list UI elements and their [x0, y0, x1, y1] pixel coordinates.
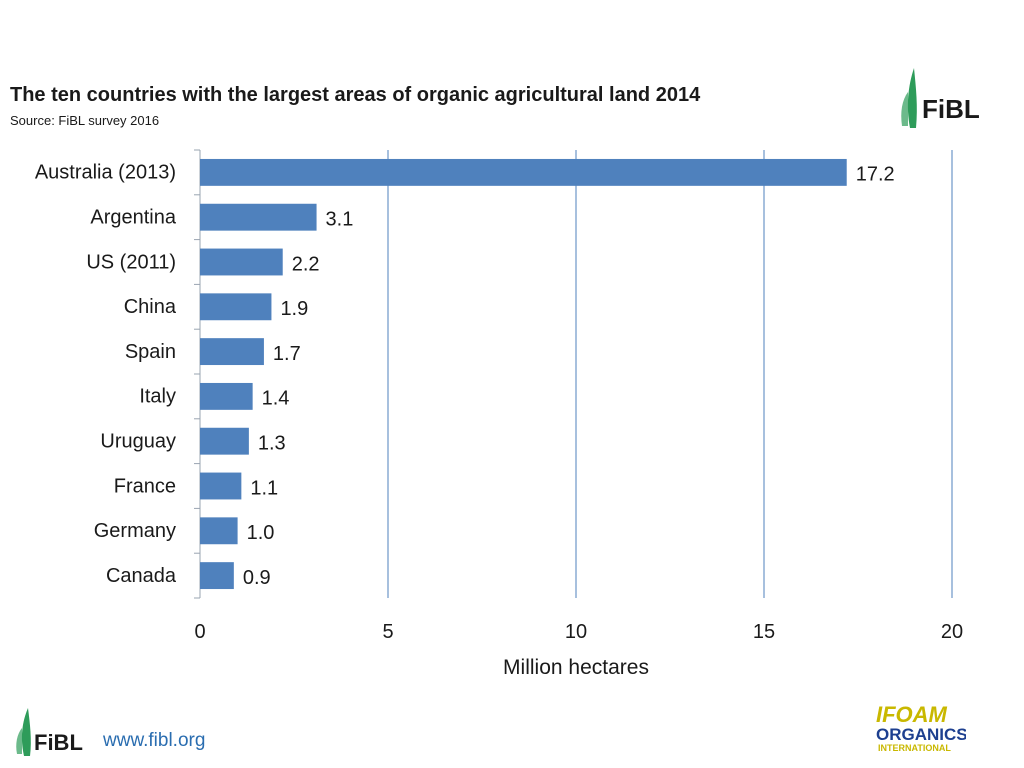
bar — [200, 517, 238, 545]
category-label: Italy — [139, 386, 176, 408]
bar — [200, 472, 242, 500]
bar — [200, 338, 264, 366]
value-label: 1.1 — [250, 477, 278, 499]
x-tick-label: 0 — [194, 621, 205, 643]
category-label: Spain — [125, 341, 176, 363]
fibl-leaf-icon — [21, 708, 31, 756]
bar — [200, 248, 283, 276]
category-label: Argentina — [90, 206, 176, 228]
value-label: 2.2 — [292, 253, 320, 275]
x-tick-label: 5 — [382, 621, 393, 643]
bar — [200, 158, 847, 186]
category-label: Canada — [106, 565, 177, 587]
category-label: Germany — [94, 520, 176, 542]
value-label: 1.7 — [273, 343, 301, 365]
value-label: 0.9 — [243, 567, 271, 589]
chart-source: Source: FiBL survey 2016 — [10, 113, 160, 128]
svg-text:IFOAM: IFOAM — [876, 702, 948, 727]
value-label: 1.9 — [280, 298, 308, 320]
bar — [200, 427, 249, 455]
category-label: China — [124, 296, 177, 318]
bar — [200, 293, 272, 321]
category-label: US (2011) — [86, 251, 176, 273]
category-label: Australia (2013) — [35, 162, 176, 184]
bar-chart: 0 5 10 15 20 Australia (2013) 17.2 Argentina 3.1… — [35, 149, 963, 679]
value-label: 1.0 — [247, 522, 275, 544]
value-label: 3.1 — [326, 208, 354, 230]
bar — [200, 562, 234, 590]
value-label: 17.2 — [856, 164, 895, 186]
x-tick-label: 10 — [565, 621, 587, 643]
fibl-website-link[interactable]: www.fibl.org — [103, 730, 206, 751]
fibl-logo-footer: FiBL — [16, 708, 83, 756]
value-label: 1.4 — [262, 388, 290, 410]
bar — [200, 382, 253, 410]
ifoam-organics-logo: IFOAM ORGANICS INTERNATIONAL — [876, 702, 966, 753]
svg-text:ORGANICS: ORGANICS — [876, 725, 966, 744]
bar — [200, 203, 317, 231]
x-tick-label: 20 — [941, 621, 963, 643]
fibl-wordmark: FiBL — [922, 94, 980, 124]
category-label: Uruguay — [100, 430, 176, 452]
x-axis-title: Million hectares — [503, 656, 649, 679]
fibl-wordmark: FiBL — [34, 730, 83, 755]
svg-text:INTERNATIONAL: INTERNATIONAL — [878, 743, 951, 753]
value-label: 1.3 — [258, 432, 286, 454]
chart-title: The ten countries with the largest areas… — [10, 84, 701, 106]
x-tick-label: 15 — [753, 621, 775, 643]
fibl-logo: FiBL — [901, 68, 980, 128]
fibl-leaf-icon — [907, 68, 917, 128]
category-label: France — [114, 475, 176, 497]
